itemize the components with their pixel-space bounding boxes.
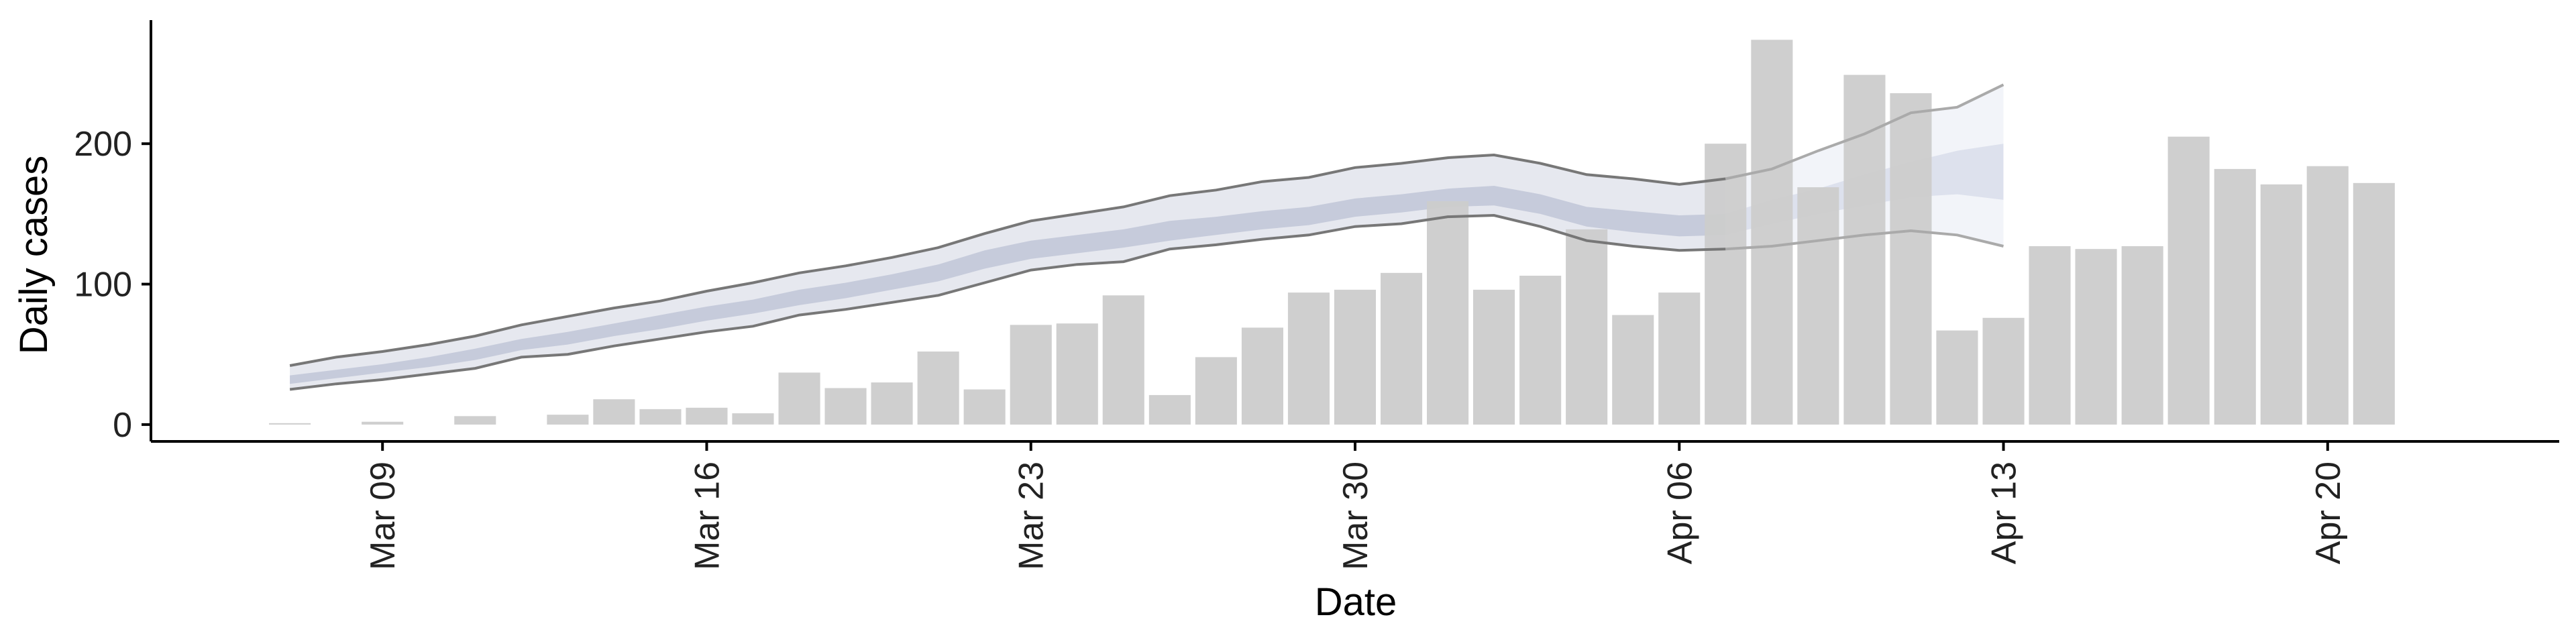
bar-2020-04-03 [1519, 276, 1562, 425]
forecast-upper-line [1725, 83, 2004, 180]
bar-2020-03-17 [732, 413, 774, 425]
bar-2020-03-20 [871, 382, 913, 425]
bar-2020-03-25 [1102, 295, 1144, 425]
bar-2020-04-08 [1751, 40, 1793, 425]
bar-2020-03-23 [1010, 325, 1052, 425]
bar-2020-03-27 [1195, 357, 1237, 425]
bar-2020-03-15 [639, 409, 682, 425]
bar-2020-04-19 [2260, 184, 2302, 425]
bar-2020-03-11 [454, 416, 496, 425]
bar-2020-03-22 [963, 389, 1006, 425]
x-tick-label-2020-03-30: Mar 30 [1336, 462, 1375, 570]
bar-2020-04-04 [1566, 229, 1608, 425]
x-tick-label-2020-03-09: Mar 09 [364, 462, 402, 570]
bar-2020-04-01 [1427, 201, 1469, 425]
bar-2020-03-18 [778, 372, 820, 425]
bar-2020-03-24 [1056, 323, 1098, 425]
bar-2020-04-14 [2029, 246, 2071, 425]
x-tick-label-2020-04-06: Apr 06 [1660, 462, 1699, 564]
x-tick-label-2020-03-23: Mar 23 [1012, 462, 1051, 570]
y-tick-label-0: 0 [113, 406, 132, 445]
x-axis-title: Date [1315, 580, 1397, 624]
bar-2020-04-02 [1473, 289, 1515, 425]
bar-2020-04-07 [1705, 144, 1747, 425]
bar-2020-04-11 [1890, 93, 1932, 425]
bar-2020-03-21 [917, 352, 959, 425]
bar-2020-04-15 [2075, 249, 2117, 425]
bar-2020-04-05 [1612, 315, 1654, 425]
x-tick-label-2020-03-16: Mar 16 [688, 462, 727, 570]
y-tick-label-200: 200 [74, 125, 132, 164]
bar-2020-04-13 [1982, 317, 2025, 425]
y-tick-label-100: 100 [74, 266, 132, 305]
x-tick-label-2020-04-20: Apr 20 [2309, 462, 2348, 564]
bars [269, 40, 2395, 425]
bar-2020-04-16 [2121, 246, 2163, 425]
bar-2020-03-19 [824, 388, 867, 425]
bar-2020-03-14 [593, 399, 635, 425]
bar-2020-03-16 [686, 407, 728, 425]
y-axis-title: Daily cases [12, 156, 56, 355]
x-tick-label-2020-04-13: Apr 13 [1985, 462, 2024, 564]
bar-2020-03-13 [547, 415, 589, 425]
forecast-lower-line [1725, 229, 2004, 251]
bar-2020-03-09 [362, 421, 404, 425]
bar-2020-04-18 [2214, 168, 2256, 425]
estimate-lower-line [289, 213, 1726, 391]
bar-2020-04-21 [2353, 182, 2395, 425]
bar-2020-03-07 [269, 423, 311, 425]
bar-2020-03-30 [1334, 289, 1376, 425]
bar-2020-03-29 [1287, 292, 1330, 425]
bar-2020-04-06 [1658, 292, 1701, 425]
estimate-bands [290, 85, 2004, 390]
estimate-lines [289, 83, 2004, 391]
estimate-band-inner [290, 186, 1726, 384]
bar-2020-04-09 [1797, 187, 1839, 425]
axes: 0 100 200 Mar 09 Mar 16 Mar 23 Mar 30 Apr 06 Apr… [74, 20, 2559, 570]
bar-2020-03-26 [1148, 394, 1191, 425]
bar-2020-04-12 [1936, 330, 1978, 425]
bar-2020-03-31 [1381, 272, 1423, 425]
bar-2020-04-17 [2167, 136, 2210, 425]
estimate-upper-line [289, 153, 1726, 367]
bar-2020-04-20 [2306, 166, 2349, 425]
bar-2020-03-28 [1241, 327, 1283, 425]
